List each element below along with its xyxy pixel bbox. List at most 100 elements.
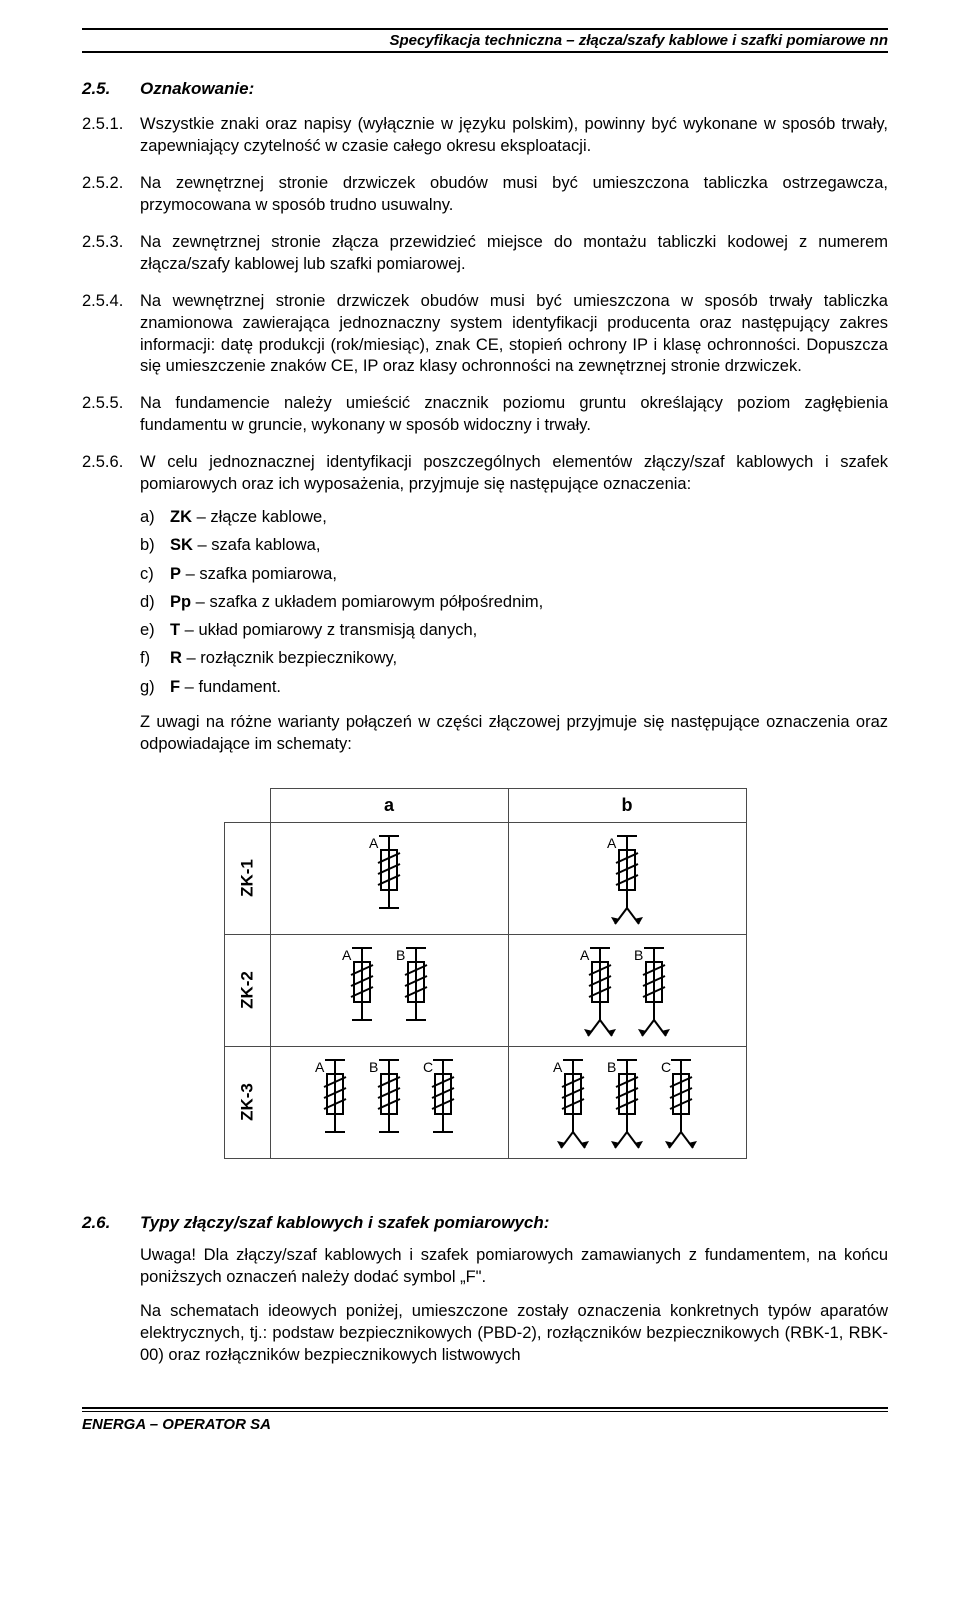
section-2-6-heading: 2.6. Typy złączy/szaf kablowych i szafek… [82, 1213, 888, 1233]
sub-key: e) [140, 619, 170, 641]
svg-text:B: B [607, 1059, 616, 1075]
sub-body: Pp – szafka z układem pomiarowym półpośr… [170, 591, 888, 613]
sub-rest: – fundament. [180, 678, 281, 696]
table-corner-blank [224, 788, 270, 822]
uwaga-paragraph-2: Na schematach ideowych poniżej, umieszcz… [140, 1301, 888, 1367]
sub-rest: – szafa kablowa, [193, 536, 321, 554]
item-number: 2.5.6. [82, 452, 140, 756]
item-2-5-4: 2.5.4. Na wewnętrznej stronie drzwiczek … [82, 291, 888, 379]
item-number: 2.5.5. [82, 393, 140, 437]
item-2-5-1: 2.5.1. Wszystkie znaki oraz napisy (wyłą… [82, 114, 888, 158]
sublist-item-a: a)ZK – złącze kablowe, [140, 506, 888, 528]
item-text: Na zewnętrznej stronie złącza przewidzie… [140, 232, 888, 276]
sub-key: c) [140, 563, 170, 585]
svg-text:B: B [634, 947, 643, 963]
row-label: ZK-1 [237, 856, 257, 901]
svg-text:A: A [315, 1059, 325, 1075]
col-header-a: a [270, 788, 508, 822]
table-header-row: a b [224, 788, 746, 822]
header-rule-top [82, 28, 888, 30]
item-2-5-2: 2.5.2. Na zewnętrznej stronie drzwiczek … [82, 173, 888, 217]
sub-key: g) [140, 676, 170, 698]
item-2-5-3: 2.5.3. Na zewnętrznej stronie złącza prz… [82, 232, 888, 276]
section-2-6-body: Uwaga! Dla złączy/szaf kablowych i szafe… [82, 1245, 888, 1367]
running-header: Specyfikacja techniczna – złącza/szafy k… [82, 32, 888, 53]
table-row: ZK-3 A B C A B C [224, 1046, 746, 1158]
svg-text:B: B [369, 1059, 378, 1075]
svg-text:B: B [396, 947, 405, 963]
item-text: Na wewnętrznej stronie drzwiczek obudów … [140, 291, 888, 379]
item-2-5-6: 2.5.6. W celu jednoznacznej identyfikacj… [82, 452, 888, 756]
sub-key: f) [140, 647, 170, 669]
row-label: ZK-3 [237, 1080, 257, 1125]
sub-body: R – rozłącznik bezpiecznikowy, [170, 647, 888, 669]
schematic-cell-a: A B C [270, 1046, 508, 1158]
sub-bold: ZK [170, 508, 192, 526]
sub-rest: – układ pomiarowy z transmisją danych, [180, 621, 477, 639]
sub-bold: SK [170, 536, 193, 554]
svg-text:C: C [423, 1059, 433, 1075]
item-number: 2.5.1. [82, 114, 140, 158]
section-number: 2.6. [82, 1213, 140, 1233]
sub-body: ZK – złącze kablowe, [170, 506, 888, 528]
footer: ENERGA – OPERATOR SA [82, 1407, 888, 1433]
uwaga-paragraph-1: Uwaga! Dla złączy/szaf kablowych i szafe… [140, 1245, 888, 1289]
sub-body: P – szafka pomiarowa, [170, 563, 888, 585]
sub-bold: F [170, 678, 180, 696]
schematic-cell-b: AB [508, 934, 746, 1046]
table-row: ZK-2ABAB [224, 934, 746, 1046]
col-header-b: b [508, 788, 746, 822]
sub-bold: T [170, 621, 180, 639]
svg-text:A: A [607, 835, 617, 851]
sublist-item-g: g)F – fundament. [140, 676, 888, 698]
schematic-cell-b: A B C [508, 1046, 746, 1158]
section-2-5-heading: 2.5. Oznakowanie: [82, 79, 888, 99]
sublist: a)ZK – złącze kablowe, b)SK – szafa kabl… [140, 506, 888, 698]
sub-bold: Pp [170, 593, 191, 611]
schematic-cell-a: AB [270, 934, 508, 1046]
schematic-table-wrap: a b ZK-1AAZK-2ABABZK-3ABCABC [82, 788, 888, 1159]
item-text: Wszystkie znaki oraz napisy (wyłącznie w… [140, 114, 888, 158]
sublist-item-f: f)R – rozłącznik bezpiecznikowy, [140, 647, 888, 669]
sub-key: b) [140, 534, 170, 556]
item-text-span: W celu jednoznacznej identyfikacji poszc… [140, 453, 888, 493]
schematic-cell-b: A [508, 822, 746, 934]
paragraph-after-list: Z uwagi na różne warianty połączeń w czę… [140, 712, 888, 756]
sub-rest: – szafka z układem pomiarowym półpośredn… [191, 593, 543, 611]
schematic-cell-a: A [270, 822, 508, 934]
sub-rest: – szafka pomiarowa, [181, 565, 337, 583]
item-number: 2.5.2. [82, 173, 140, 217]
row-label-cell: ZK-3 [224, 1046, 270, 1158]
sublist-item-c: c)P – szafka pomiarowa, [140, 563, 888, 585]
sub-rest: – złącze kablowe, [192, 508, 327, 526]
sub-bold: P [170, 565, 181, 583]
sub-body: T – układ pomiarowy z transmisją danych, [170, 619, 888, 641]
item-number: 2.5.3. [82, 232, 140, 276]
sub-key: d) [140, 591, 170, 613]
item-number: 2.5.4. [82, 291, 140, 379]
sub-body: F – fundament. [170, 676, 888, 698]
schematic-table: a b ZK-1AAZK-2ABABZK-3ABCABC [224, 788, 747, 1159]
sub-bold: R [170, 649, 182, 667]
sublist-item-d: d)Pp – szafka z układem pomiarowym półpo… [140, 591, 888, 613]
svg-text:A: A [553, 1059, 563, 1075]
svg-text:A: A [342, 947, 352, 963]
section-title: Typy złączy/szaf kablowych i szafek pomi… [140, 1213, 549, 1233]
row-label-cell: ZK-2 [224, 934, 270, 1046]
sub-key: a) [140, 506, 170, 528]
svg-text:C: C [661, 1059, 671, 1075]
item-text: Na zewnętrznej stronie drzwiczek obudów … [140, 173, 888, 217]
sub-rest: – rozłącznik bezpiecznikowy, [182, 649, 397, 667]
section-number: 2.5. [82, 79, 140, 99]
svg-text:A: A [580, 947, 590, 963]
item-text: Na fundamencie należy umieścić znacznik … [140, 393, 888, 437]
row-label-cell: ZK-1 [224, 822, 270, 934]
sublist-item-b: b)SK – szafa kablowa, [140, 534, 888, 556]
row-label: ZK-2 [237, 968, 257, 1013]
sublist-item-e: e)T – układ pomiarowy z transmisją danyc… [140, 619, 888, 641]
item-2-5-5: 2.5.5. Na fundamencie należy umieścić zn… [82, 393, 888, 437]
document-page: Specyfikacja techniczna – złącza/szafy k… [0, 0, 960, 1467]
table-row: ZK-1 A A [224, 822, 746, 934]
sub-body: SK – szafa kablowa, [170, 534, 888, 556]
section-title: Oznakowanie: [140, 79, 254, 99]
